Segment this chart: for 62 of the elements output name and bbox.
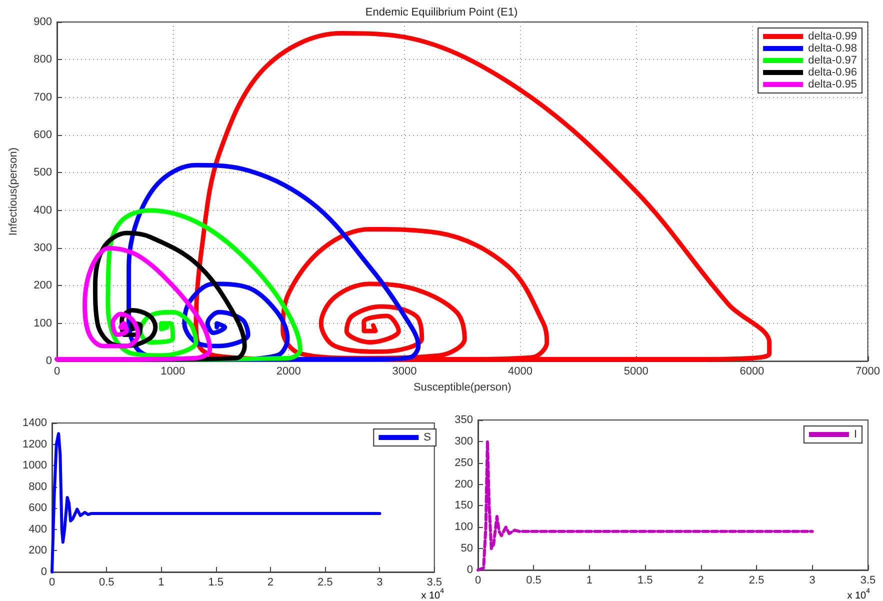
x-tick-label: 1 — [158, 576, 164, 588]
x-tick-label: 3000 — [392, 366, 417, 378]
x-tick-label: 3 — [809, 574, 816, 586]
y-tick-label: 200 — [454, 478, 473, 490]
x-tick-label: 0.5 — [526, 574, 542, 586]
line-series — [476, 440, 814, 572]
x-tick-label: 6000 — [740, 366, 764, 378]
legend-label: delta-0.95 — [808, 78, 858, 90]
x-axis-title: Susceptible(person) — [413, 382, 512, 394]
y-tick-label: 200 — [28, 544, 47, 557]
chart-title: Endemic Equilibrium Point (E1) — [365, 6, 518, 18]
x-tick-label: 2 — [698, 574, 704, 586]
x-tick-label: 1.5 — [637, 574, 653, 586]
y-tick-label: 350 — [454, 414, 473, 426]
legend-label: I — [854, 428, 858, 440]
x-tick-label: 3.5 — [426, 576, 442, 588]
x-tick-label: 1000 — [160, 366, 186, 378]
y-tick-label: 800 — [28, 480, 47, 493]
y-tick-label: 900 — [34, 16, 52, 28]
legend-label: delta-0.98 — [808, 42, 858, 54]
x-tick-label: 2 — [267, 576, 274, 588]
y-tick-label: 0 — [40, 566, 47, 578]
legend-label: delta-0.97 — [808, 54, 858, 66]
y-tick-label: 100 — [454, 521, 473, 534]
y-tick-label: 500 — [34, 166, 52, 179]
y-axis-title: Infectious(person) — [8, 148, 20, 236]
y-tick-label: 300 — [454, 435, 473, 448]
y-tick-label: 250 — [454, 456, 473, 469]
x-tick-label: 2.5 — [748, 574, 764, 586]
x-tick-label: 7000 — [856, 366, 880, 378]
line-series — [50, 432, 382, 574]
y-tick-label: 700 — [34, 91, 52, 104]
legend-label: delta-0.96 — [808, 66, 858, 78]
x-tick-label: 0.5 — [98, 576, 114, 588]
x-tick-label: 0 — [474, 574, 482, 586]
x-tick-label: 1 — [586, 574, 592, 586]
y-tick-label: 400 — [34, 204, 52, 216]
y-tick-label: 0 — [466, 564, 473, 576]
y-tick-label: 800 — [34, 54, 52, 66]
y-tick-label: 600 — [34, 129, 52, 142]
y-tick-label: 400 — [28, 523, 47, 536]
y-tick-label: 1000 — [22, 460, 47, 472]
y-tick-label: 200 — [34, 280, 52, 292]
legend-label: S — [424, 432, 432, 444]
y-tick-label: 100 — [34, 317, 52, 330]
y-tick-label: 0 — [46, 355, 52, 368]
y-tick-label: 50 — [460, 542, 473, 555]
y-tick-label: 1400 — [22, 417, 47, 429]
x-tick-label: 2000 — [276, 366, 301, 378]
x-tick-label: 4000 — [508, 366, 533, 378]
x-tick-label: 5000 — [624, 366, 648, 378]
y-tick-label: 150 — [454, 500, 473, 512]
x-tick-label: 2.5 — [317, 576, 333, 588]
line-series — [54, 246, 212, 362]
x-tick-label: 3 — [376, 576, 383, 588]
x-tick-label: 0 — [54, 366, 60, 378]
legend-label: delta-0.99 — [808, 30, 858, 42]
y-tick-label: 1200 — [22, 438, 47, 450]
y-tick-label: 600 — [28, 502, 47, 514]
x-tick-label: 3.5 — [860, 574, 876, 586]
x-tick-label: 1.5 — [208, 576, 224, 588]
y-tick-label: 300 — [34, 242, 52, 254]
